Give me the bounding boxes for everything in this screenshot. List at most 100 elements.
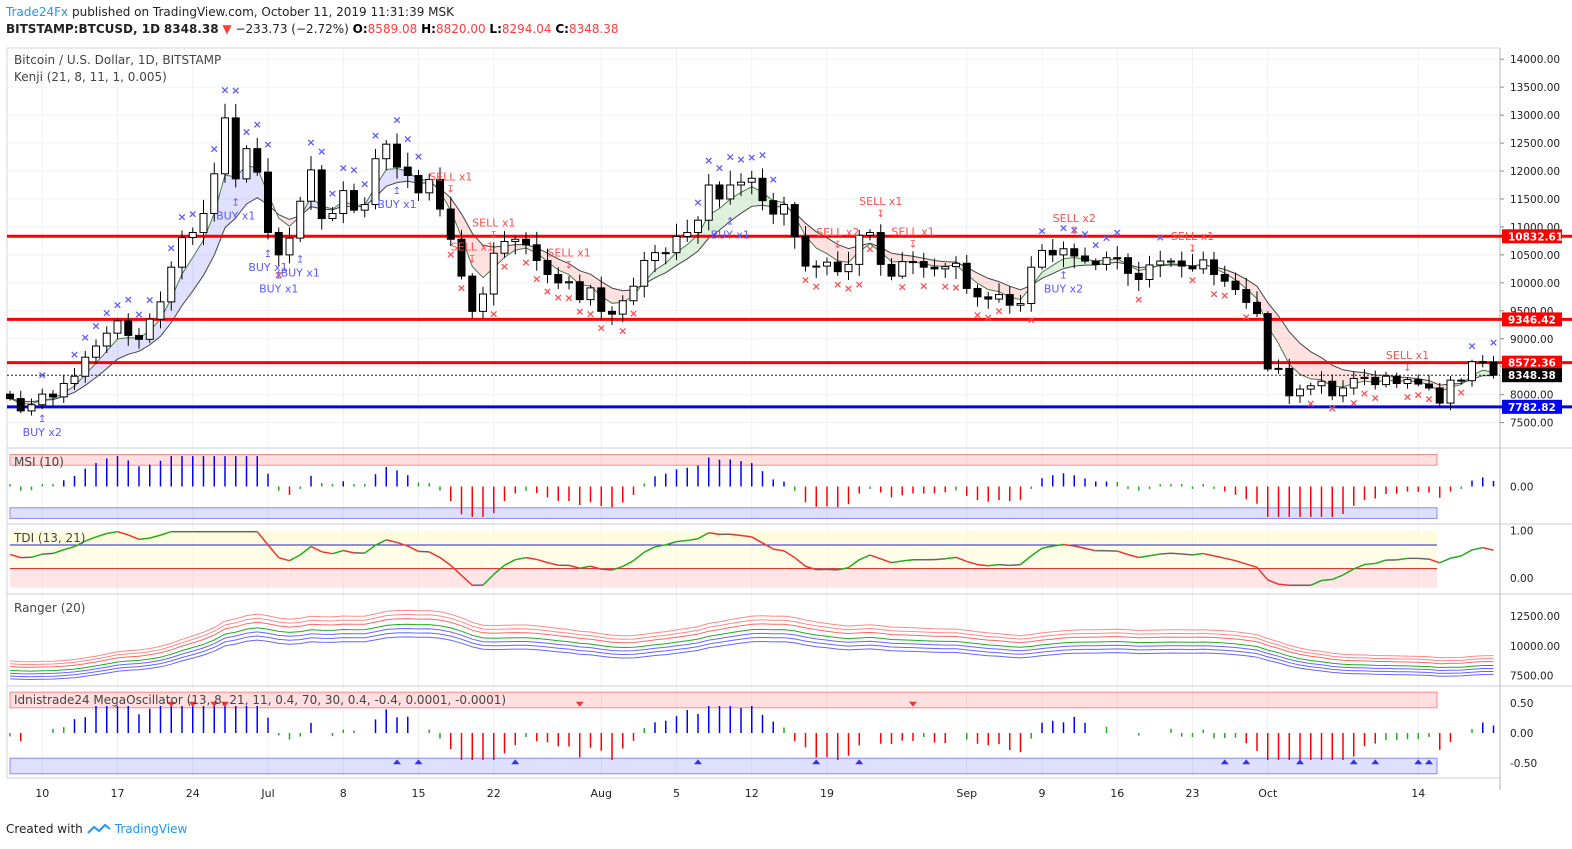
tdi-segment (643, 546, 656, 553)
trend-marker: × (1424, 392, 1433, 405)
trend-marker: × (1027, 314, 1036, 327)
sell-signal-label: SELL x1 (891, 225, 934, 238)
buy-arrow-icon: ↥ (393, 186, 401, 197)
kenji-cloud-segment (85, 363, 96, 386)
tdi-segment (1213, 555, 1225, 559)
level-price-label: 8572.36 (1508, 358, 1556, 370)
level-price-tag (1502, 312, 1562, 327)
y-tick-label: 14000.00 (1510, 54, 1560, 66)
buy-arrow-icon: ↥ (1059, 270, 1067, 281)
chart-canvas[interactable]: 10 17 24 Jul 8 15 22 Aug 5 12 19 Sep 9 16 23 Oct 14 14000… (0, 40, 1572, 820)
trend-marker: × (1403, 391, 1412, 404)
tdi-segment (84, 536, 97, 542)
candle-body (350, 190, 358, 211)
tdi-segment (1235, 559, 1247, 565)
candle-body (371, 158, 380, 206)
tdi-segment (1450, 555, 1462, 559)
tdi-segment (95, 532, 107, 538)
tdi-segment (267, 544, 280, 559)
low-value: 8294.04 (501, 22, 552, 36)
trend-marker: × (349, 164, 358, 177)
trend-marker: × (242, 125, 251, 138)
kenji-cloud-segment (934, 260, 946, 267)
trend-marker: × (919, 280, 928, 293)
tdi-segment (945, 556, 957, 560)
published-text: published on TradingView.com, October 11… (71, 5, 455, 19)
candle-body (898, 261, 907, 277)
tdi-segment (52, 549, 64, 555)
tdi-segment (1353, 563, 1365, 570)
tdi-mid-zone (10, 544, 1437, 569)
candle-body (339, 190, 348, 215)
candle-body (210, 173, 219, 215)
trend-marker: × (253, 118, 262, 131)
publisher-name[interactable]: Trade24Fx (6, 5, 69, 19)
trend-marker: × (81, 331, 90, 344)
x-tick-label: 24 (186, 787, 200, 800)
tdi-segment (74, 540, 86, 548)
kenji-cloud-segment (160, 298, 172, 337)
buy-arrow-icon: ↥ (296, 254, 304, 265)
tdi-segment (1181, 553, 1193, 556)
tdi-segment (439, 556, 452, 566)
osc-sell-triangle-icon (575, 701, 584, 707)
trend-marker: × (865, 242, 874, 255)
candle-body (382, 143, 391, 160)
symbol-header: BITSTAMP:BTCUSD, 1D 8348.38 ▼ −233.73 (−… (6, 22, 619, 36)
candle-body (554, 273, 563, 284)
trend-marker: × (521, 256, 530, 269)
osc-buy-triangle-icon (414, 759, 423, 765)
sell-arrow-icon: ↧ (1188, 244, 1196, 255)
candle-body (264, 171, 272, 234)
buy-arrow-icon: ↥ (264, 249, 272, 260)
candle-body (1038, 249, 1046, 268)
candle-body (1274, 367, 1283, 370)
level-price-tag (1502, 368, 1562, 383)
candle-body (113, 320, 122, 334)
kenji-cloud-segment (902, 254, 913, 262)
trend-marker: × (758, 148, 767, 161)
tdi-segment (138, 537, 150, 541)
tdi-segment (665, 540, 677, 546)
trend-marker: × (833, 278, 842, 291)
tdi-segment (1482, 546, 1494, 551)
trend-marker: × (1091, 238, 1100, 251)
kenji-cloud-segment (1042, 265, 1053, 279)
candle-body (672, 235, 681, 254)
candle-body (59, 382, 68, 398)
buy-arrow-icon: ↥ (726, 217, 734, 228)
candle-body (1339, 387, 1347, 397)
trend-marker: × (134, 308, 143, 321)
candle-body (586, 287, 595, 301)
candle-body (1081, 255, 1089, 262)
sell-signal-label: SELL x1 (547, 247, 590, 260)
candle-body (1360, 376, 1369, 379)
trend-marker: × (543, 285, 552, 298)
candle-body (274, 232, 283, 256)
close-value: 8348.38 (568, 22, 619, 36)
tdi-segment (1278, 583, 1290, 587)
y-tick-label: 12000.00 (1510, 166, 1560, 178)
candle-body (135, 334, 143, 340)
candle-body (285, 237, 294, 256)
x-tick-label: 19 (820, 787, 834, 800)
y-tick-label: 10500.00 (1510, 250, 1560, 262)
candle-body (640, 259, 649, 287)
trend-marker: × (38, 369, 47, 382)
candle-body (629, 285, 638, 302)
tradingview-logo-icon (87, 823, 111, 834)
tradingview-brand[interactable]: TradingView (114, 822, 188, 836)
candle-body (1468, 361, 1476, 382)
kenji-cloud-segment (1235, 273, 1247, 289)
tdi-segment (396, 541, 408, 547)
trend-marker: × (984, 311, 993, 324)
trend-marker: × (1102, 232, 1111, 245)
candle-body (1091, 260, 1100, 265)
kenji-cloud-segment (472, 233, 483, 278)
tdi-segment (460, 574, 473, 586)
x-tick-label: 22 (487, 787, 501, 800)
trend-marker: × (274, 269, 283, 282)
trend-marker: × (1328, 402, 1337, 415)
tdi-segment (1084, 547, 1096, 552)
y-tick-label: 8000.00 (1510, 390, 1553, 402)
